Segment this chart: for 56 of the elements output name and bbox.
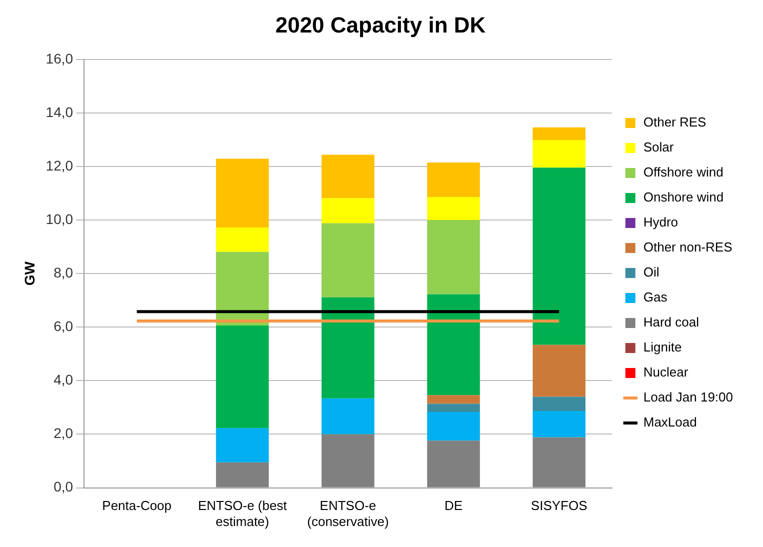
x-tick-label: DE — [444, 498, 463, 514]
legend-label: Onshore wind — [643, 190, 724, 205]
bar — [532, 140, 586, 168]
y-tick-label: 0,0 — [54, 478, 74, 495]
bar — [322, 297, 374, 398]
bar — [532, 410, 586, 438]
bar — [216, 326, 269, 428]
bar — [216, 462, 269, 488]
y-tick-label: 4,0 — [54, 372, 74, 388]
bar — [427, 162, 480, 198]
legend-label: Solar — [643, 140, 674, 155]
legend-label: Other RES — [643, 114, 707, 130]
bar — [322, 223, 374, 298]
bar — [427, 395, 480, 404]
y-axis-title: GW — [21, 260, 38, 286]
bar — [216, 428, 269, 462]
y-tick-label: 10,0 — [46, 210, 74, 227]
legend-label: Other non-RES — [643, 240, 733, 255]
legend-label: Hard coal — [643, 314, 700, 330]
bar — [216, 252, 269, 326]
bar — [216, 228, 269, 252]
y-tick-label: 2,0 — [54, 425, 74, 442]
chart-title: 2020 Capacity in DK — [275, 12, 486, 38]
legend-label: Oil — [643, 264, 660, 280]
bar — [427, 412, 480, 441]
legend-label: Hydro — [643, 214, 678, 230]
bar — [532, 396, 586, 411]
legend-label: Lignite — [643, 340, 682, 355]
bar — [427, 220, 480, 294]
legend-label: Gas — [643, 290, 668, 305]
bar — [532, 127, 586, 140]
legend-label: Load Jan 19:00 — [643, 390, 734, 405]
legend-label: Offshore wind — [643, 164, 724, 180]
x-tick-label: ENTSO-e (best estimate) — [198, 498, 288, 529]
bar — [427, 294, 480, 396]
bar — [427, 197, 480, 220]
bar — [322, 434, 374, 488]
bar — [532, 168, 586, 345]
legend-label: MaxLoad — [643, 414, 697, 430]
bar — [322, 398, 374, 434]
y-tick-label: 6,0 — [54, 318, 74, 334]
x-tick-label: Penta-Coop — [102, 498, 172, 514]
x-tick-label: SISYFOS — [530, 498, 588, 514]
bar — [532, 437, 586, 488]
legend-label: Nuclear — [643, 364, 689, 380]
bar — [427, 404, 480, 412]
y-tick-label: 14,0 — [46, 104, 74, 120]
bar — [532, 344, 586, 397]
y-tick-label: 12,0 — [46, 157, 74, 174]
y-tick-label: 8,0 — [54, 264, 74, 280]
bar — [427, 440, 480, 488]
bar — [322, 198, 374, 224]
y-tick-label: 16,0 — [46, 50, 74, 66]
x-tick-label: ENTSO-e (conservative) — [307, 498, 389, 529]
bar — [322, 154, 374, 198]
bar — [216, 158, 269, 228]
